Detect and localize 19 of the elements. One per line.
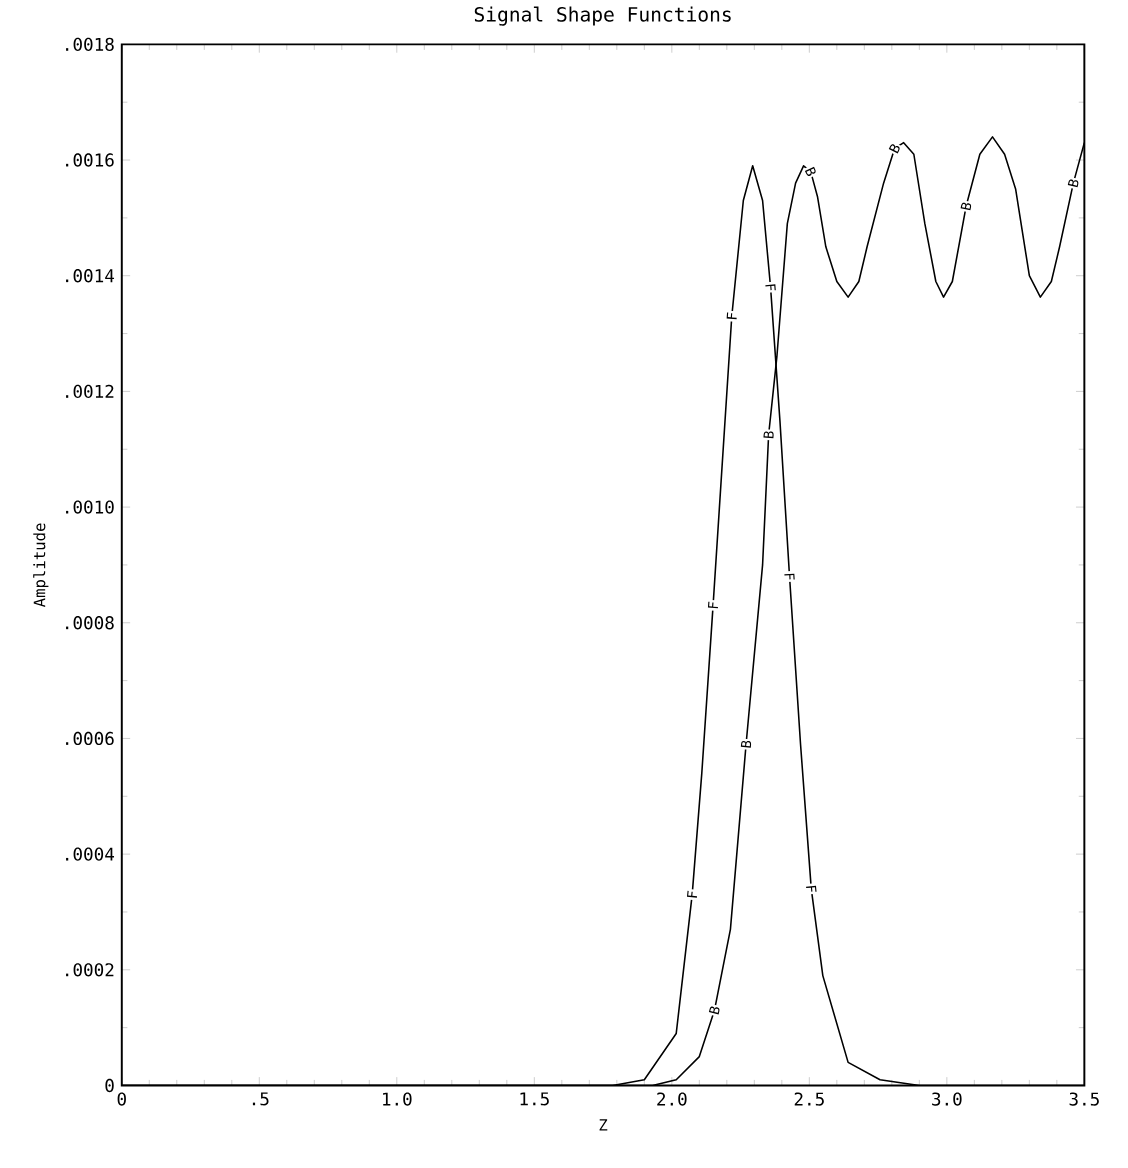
y-tick-label: .0010: [66, 500, 114, 514]
y-tick-label: .0008: [66, 616, 114, 630]
x-tick-label: 1.0: [383, 1092, 412, 1106]
x-tick-label: 3.5: [1069, 1092, 1100, 1106]
x-tick-label: 2.5: [794, 1092, 825, 1106]
y-tick-label: .0006: [66, 731, 114, 746]
x-tick-label: 0: [117, 1092, 127, 1106]
y-tick-label: .0002: [66, 963, 114, 977]
y-tick-label: .0014: [66, 269, 115, 283]
x-tick-label: 1.5: [520, 1092, 550, 1106]
y-tick-label: .0016: [66, 153, 114, 167]
x-tick-label: .5: [253, 1092, 269, 1106]
y-tick-label: 0: [105, 1078, 114, 1093]
x-tick-label: 2.0: [657, 1092, 687, 1106]
x-tick-label: 3.0: [932, 1092, 962, 1106]
chart-title: Signal Shape Functions: [475, 6, 731, 26]
y-tick-label: .0018: [66, 37, 114, 52]
y-tick-label: .0004: [66, 847, 115, 861]
y-tick-label: .0012: [66, 384, 114, 399]
